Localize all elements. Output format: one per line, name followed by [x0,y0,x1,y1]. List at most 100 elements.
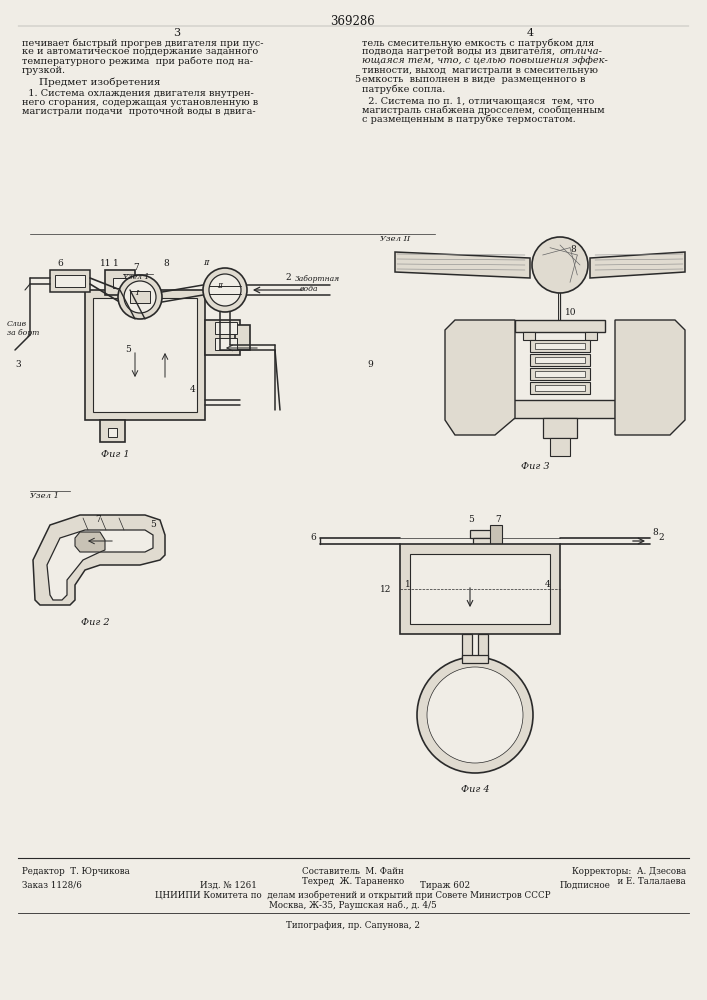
Text: 4: 4 [190,385,196,394]
Text: 5: 5 [354,75,360,84]
Text: вода: вода [300,285,318,293]
Circle shape [417,657,533,773]
Bar [113,278,127,288]
Text: 9: 9 [367,360,373,369]
Text: Изд. № 1261: Изд. № 1261 [200,881,257,890]
Polygon shape [33,515,165,605]
Bar [215,338,237,350]
Bar [535,371,585,377]
Bar [530,368,590,380]
Text: 10: 10 [565,308,576,317]
Bar [235,325,250,350]
Text: 12: 12 [380,585,392,594]
Circle shape [124,281,156,313]
Circle shape [118,275,162,319]
Bar [530,354,590,366]
Text: 1: 1 [113,259,119,268]
Text: Редактор  Т. Юрчикова: Редактор Т. Юрчикова [22,867,130,876]
Text: 2: 2 [658,533,664,542]
Bar [462,655,488,663]
Bar [93,298,197,412]
Text: 7: 7 [133,263,139,272]
Text: 7: 7 [495,515,501,524]
Circle shape [427,667,523,763]
Text: Фиг 4: Фиг 4 [461,785,489,794]
Bar [105,270,135,295]
Text: и Е. Талалаева: и Е. Талалаева [557,877,686,886]
Text: Корректоры:  А. Дзесова: Корректоры: А. Дзесова [572,867,686,876]
Text: 3: 3 [15,360,21,369]
Text: с размещенным в патрубке термостатом.: с размещенным в патрубке термостатом. [362,115,575,124]
Bar [55,275,85,287]
Circle shape [209,274,241,306]
Text: 8: 8 [163,259,169,268]
Text: патрубке сопла.: патрубке сопла. [362,84,445,94]
Bar [400,544,560,634]
Text: 11: 11 [100,259,112,268]
Text: Тираж 602: Тираж 602 [420,881,470,890]
Text: Москва, Ж-35, Раушская наб., д. 4/5: Москва, Ж-35, Раушская наб., д. 4/5 [269,901,437,910]
Text: температурного режима  при работе под на-: температурного режима при работе под на- [22,56,253,66]
Bar [108,428,117,437]
Bar [530,382,590,394]
Bar [535,385,585,391]
Circle shape [532,237,588,293]
Text: Забортная: Забортная [295,275,340,283]
Text: ЦНИИПИ Комитета по  делам изобретений и открытий при Совете Министров СССР: ЦНИИПИ Комитета по делам изобретений и о… [156,891,551,900]
Bar [100,420,125,442]
Text: 3: 3 [173,28,180,38]
Bar [462,634,472,659]
Polygon shape [590,252,685,278]
Text: магистрали подачи  проточной воды в двига-: магистрали подачи проточной воды в двига… [22,107,256,116]
Bar [523,332,535,340]
Bar [543,418,577,438]
Text: II: II [203,259,209,267]
Bar [550,438,570,456]
Bar [130,291,150,303]
Bar [515,320,605,332]
Text: 369286: 369286 [331,15,375,28]
Text: за борт: за борт [7,329,40,337]
Text: Заказ 1128/6: Заказ 1128/6 [22,881,82,890]
Text: тивности, выход  магистрали в смесительную: тивности, выход магистрали в смесительну… [362,66,598,75]
Text: 1: 1 [405,580,411,589]
Text: I: I [135,289,139,297]
Bar [535,357,585,363]
Text: 5: 5 [468,515,474,524]
Bar [50,270,90,292]
Text: 2. Система по п. 1, отличающаяся  тем, что: 2. Система по п. 1, отличающаяся тем, чт… [362,96,595,105]
Text: Узел II: Узел II [380,235,410,243]
Bar [585,332,597,340]
Polygon shape [75,532,105,552]
Text: Фиг 3: Фиг 3 [520,462,549,471]
Text: 6: 6 [310,533,316,542]
Text: Узел 1: Узел 1 [30,492,59,500]
Text: магистраль снабжена дросселем, сообщенным: магистраль снабжена дросселем, сообщенны… [362,105,604,115]
Text: 5: 5 [150,520,156,529]
Text: 8: 8 [652,528,658,537]
Text: печивает быстрый прогрев двигателя при пус-: печивает быстрый прогрев двигателя при п… [22,38,264,47]
Text: Подписное: Подписное [560,881,611,890]
Bar [215,322,237,334]
Text: 4: 4 [527,28,534,38]
Bar [470,530,495,538]
Text: II: II [217,282,223,290]
Text: грузкой.: грузкой. [22,66,66,75]
Bar [478,634,488,659]
Circle shape [203,268,247,312]
Text: Фиг 2: Фиг 2 [81,618,110,627]
Text: 5: 5 [125,345,131,354]
Text: Предмет изобретения: Предмет изобретения [40,78,160,87]
Bar [530,340,590,352]
Polygon shape [445,320,515,435]
Text: 7: 7 [95,515,101,524]
Bar [505,400,615,418]
Polygon shape [615,320,685,435]
Text: Составитель  М. Файн: Составитель М. Файн [302,867,404,876]
Bar [205,320,240,355]
Text: Типография, пр. Сапунова, 2: Типография, пр. Сапунова, 2 [286,921,420,930]
Text: емкость  выполнен в виде  размещенного в: емкость выполнен в виде размещенного в [362,75,585,84]
Text: Слив: Слив [7,320,27,328]
Text: 2: 2 [285,273,291,282]
Text: 6: 6 [57,259,63,268]
